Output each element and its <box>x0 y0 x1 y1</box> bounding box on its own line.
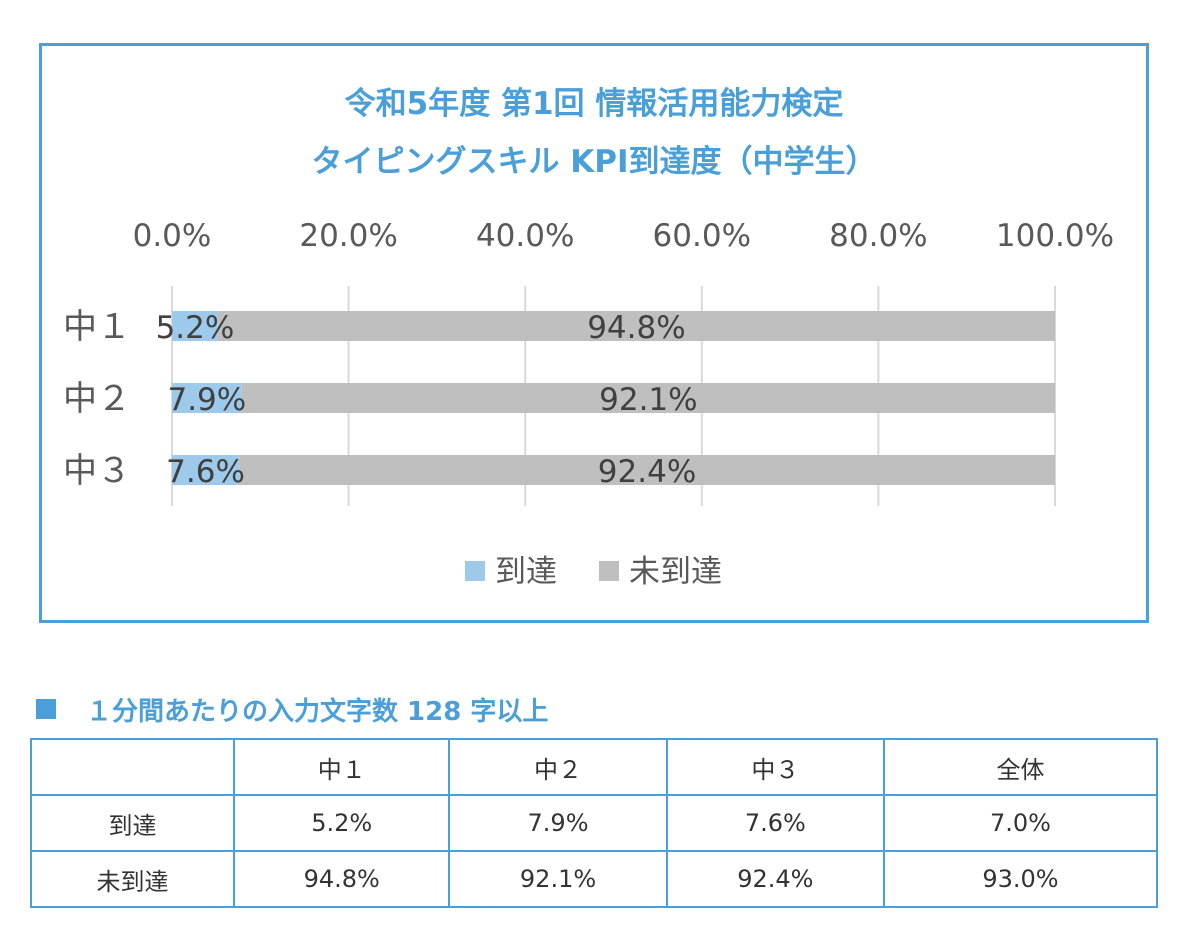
table-cell: 92.1% <box>448 850 668 908</box>
category-label: 中１ <box>63 307 131 347</box>
bar-segment-reached <box>172 455 240 485</box>
table-section-title: １分間あたりの入力文字数 128 字以上 <box>36 693 549 727</box>
header-cell: 中３ <box>665 738 885 796</box>
table-cell: 93.0% <box>882 850 1159 908</box>
data-label: 92.1% <box>599 382 697 418</box>
legend-swatch <box>465 561 485 581</box>
data-label: 7.6% <box>166 454 245 490</box>
table-cell: 7.6% <box>665 794 885 852</box>
legend-label: 未到達 <box>629 554 722 590</box>
chart-title-line-2: タイピングスキル KPI到達度（中学生） <box>311 144 877 180</box>
table-cell: 7.9% <box>448 794 668 852</box>
x-tick-label: 60.0% <box>653 218 751 254</box>
data-label: 92.4% <box>598 454 696 490</box>
data-label: 5.2% <box>156 310 235 346</box>
x-tick-label: 0.0% <box>133 218 212 254</box>
header-cell: 全体 <box>882 738 1159 796</box>
chart-panel: 令和5年度 第1回 情報活用能力検定 タイピングスキル KPI到達度（中学生） … <box>39 43 1149 623</box>
bar-segment-reached <box>172 311 218 341</box>
table-header-row: 中１ 中２ 中３ 全体 <box>29 738 1159 796</box>
legend-label: 到達 <box>495 554 557 590</box>
table-cell: 5.2% <box>233 794 451 852</box>
category-label: 中３ <box>63 451 131 491</box>
header-cell: 中１ <box>233 738 451 796</box>
row-label-cell: 未到達 <box>29 850 236 908</box>
category-label: 中２ <box>63 379 131 419</box>
table-row: 未到達 94.8% 92.1% 92.4% 93.0% <box>29 850 1159 908</box>
data-label: 94.8% <box>587 310 685 346</box>
x-tick-label: 40.0% <box>476 218 574 254</box>
bar-chart: 0.0% 20.0% 40.0% 60.0% 80.0% 100.0% 中１ 中２ 中３ 5.2%… <box>63 218 1114 590</box>
results-table: 中１ 中２ 中３ 全体 到達 5.2% 7.9% 7.6% 7.0% 未到達 9… <box>29 738 1159 908</box>
header-cell: 中２ <box>448 738 668 796</box>
table-cell: 7.0% <box>882 794 1159 852</box>
row-label-cell: 到達 <box>29 794 236 852</box>
legend-swatch <box>599 561 619 581</box>
data-label: 7.9% <box>167 382 246 418</box>
chart-title-line-1: 令和5年度 第1回 情報活用能力検定 <box>344 86 844 122</box>
square-bullet-icon <box>36 699 56 719</box>
x-tick-label: 100.0% <box>996 218 1114 254</box>
table-cell: 94.8% <box>233 850 451 908</box>
bar-segment-not-reached <box>241 383 1055 413</box>
table-row: 到達 5.2% 7.9% 7.6% 7.0% <box>29 794 1159 852</box>
x-tick-label: 20.0% <box>299 218 397 254</box>
x-tick-label: 80.0% <box>829 218 927 254</box>
table-cell: 92.4% <box>665 850 885 908</box>
bar-segment-reached <box>172 383 242 413</box>
bar-segment-not-reached <box>239 455 1055 485</box>
header-cell <box>29 738 236 796</box>
bar-segment-not-reached <box>217 311 1055 341</box>
table-title-text: １分間あたりの入力文字数 128 字以上 <box>86 696 549 727</box>
